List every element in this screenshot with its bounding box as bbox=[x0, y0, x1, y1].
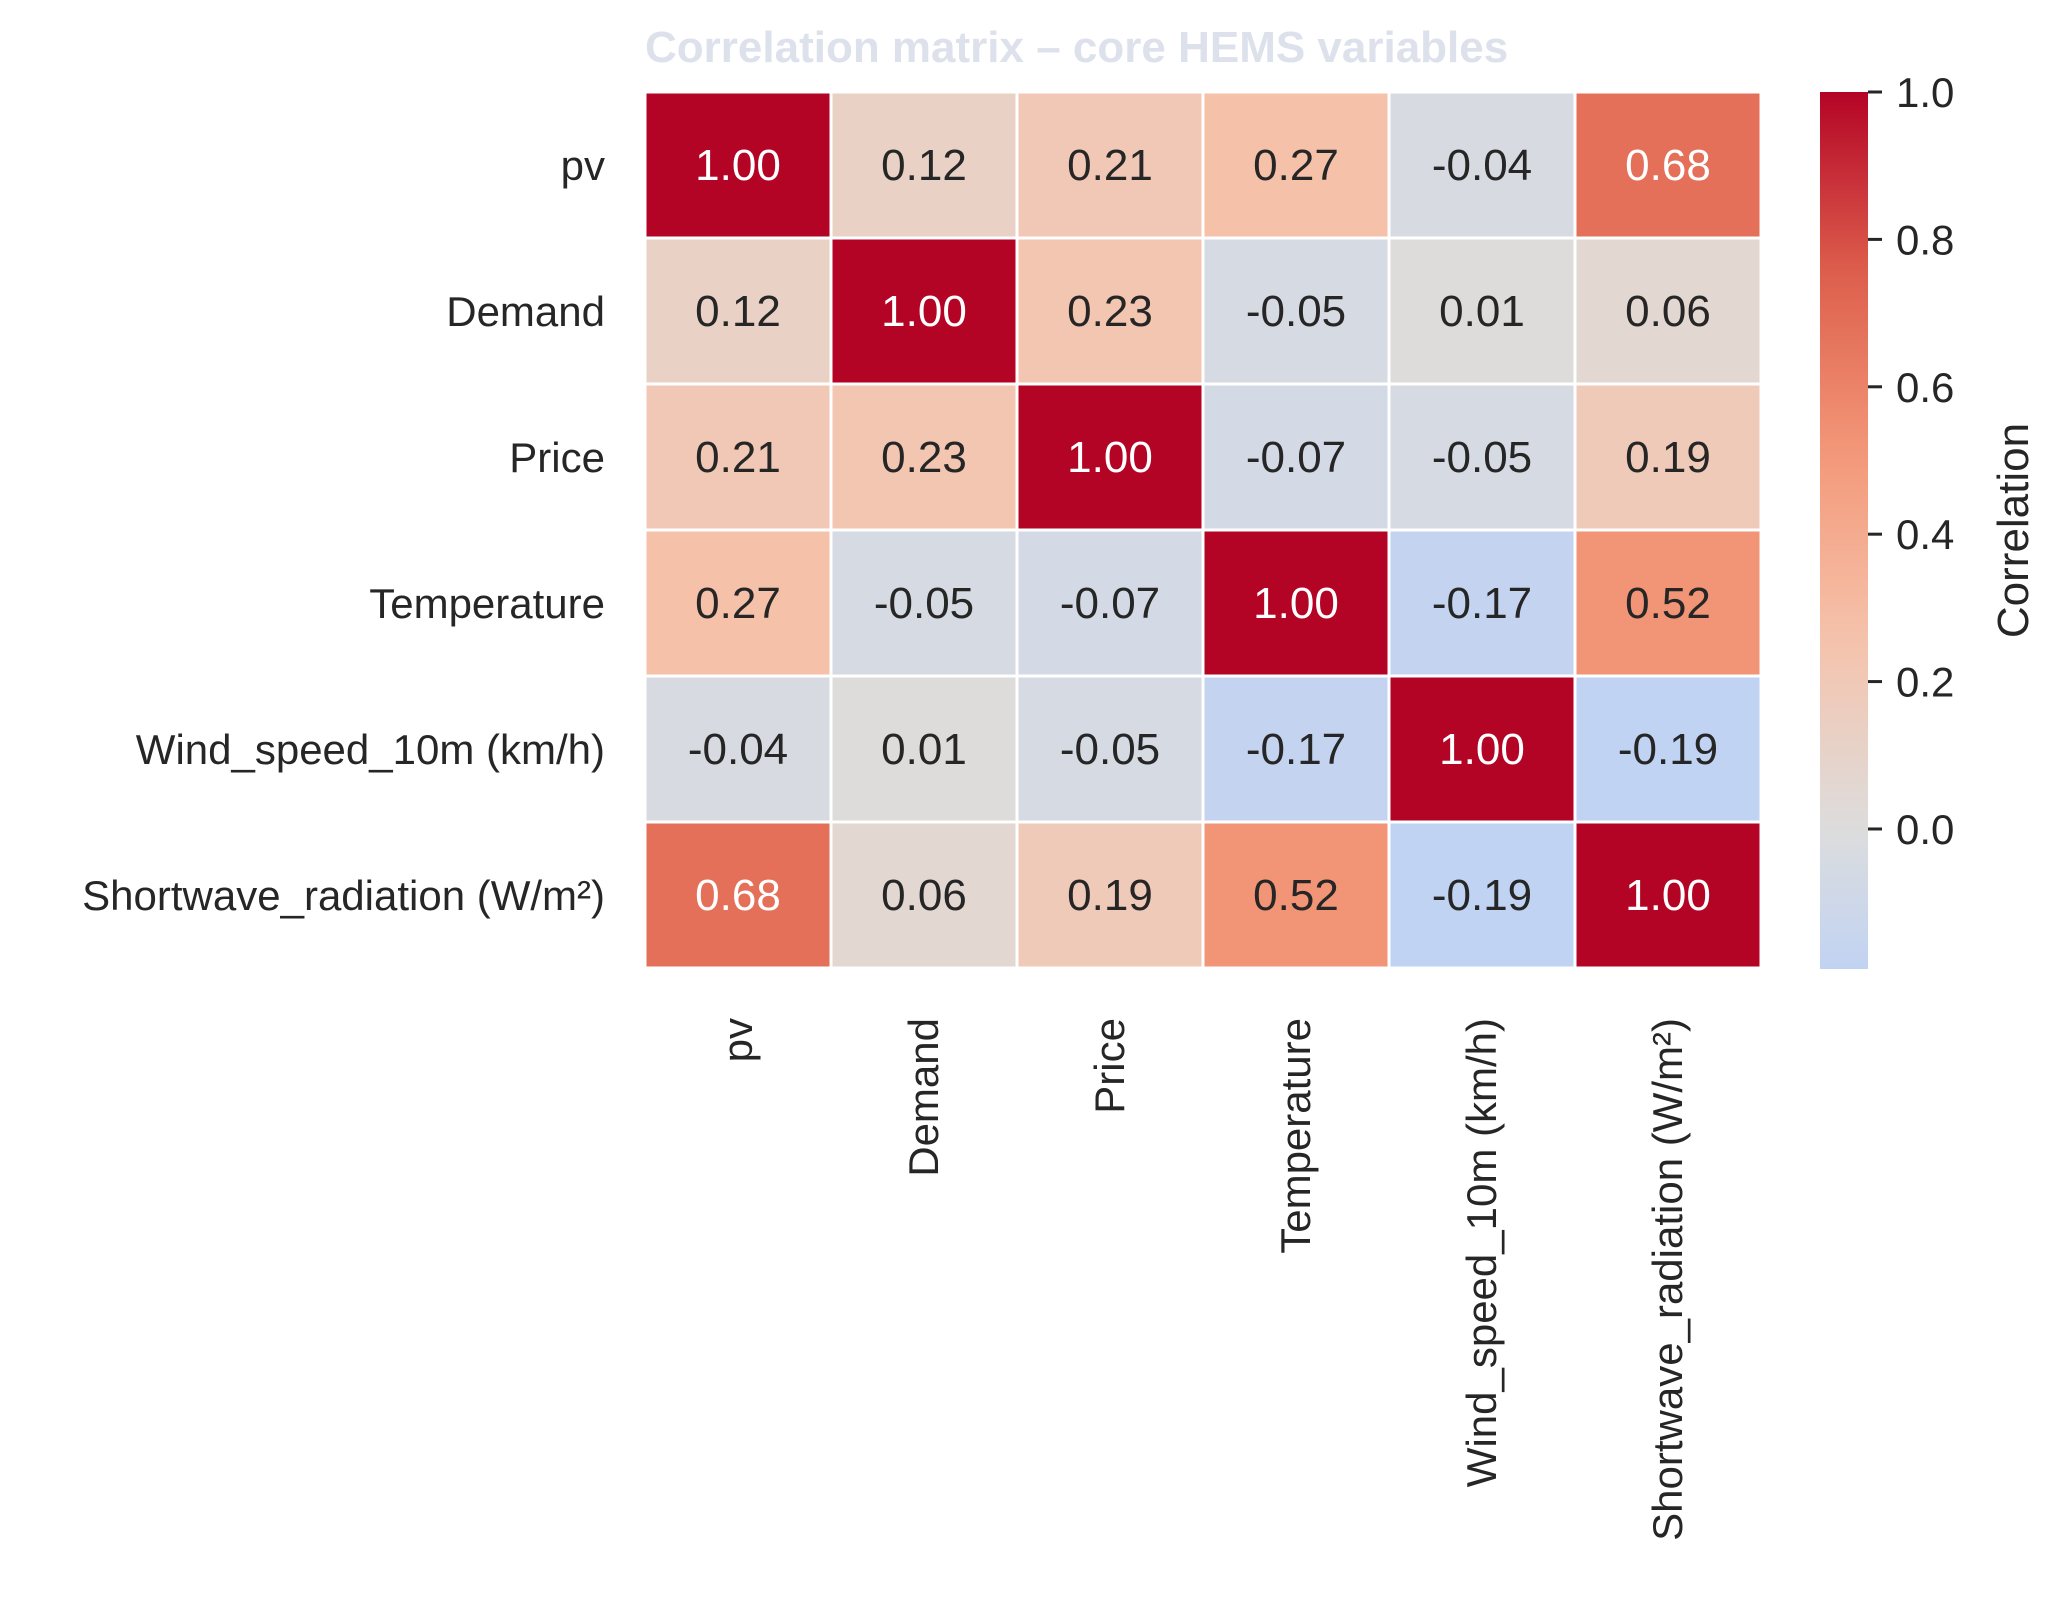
heatmap-cell bbox=[829, 90, 1019, 240]
column-tick-labels: pv Demand Price Temperature Wind_speed_10m (… bbox=[714, 1018, 1691, 1541]
cell-value-label: -0.04 bbox=[688, 725, 788, 774]
heatmap-cell bbox=[1201, 382, 1391, 532]
colorbar-tick-label: 0.0 bbox=[1896, 806, 1954, 853]
heatmap-cell bbox=[829, 382, 1019, 532]
cell-value-label: 1.00 bbox=[1439, 725, 1525, 774]
cell-value-label: 0.01 bbox=[1439, 287, 1525, 336]
heatmap-cell bbox=[1015, 90, 1205, 240]
cell-value-label: -0.05 bbox=[874, 579, 974, 628]
cell-value-label: 0.21 bbox=[1067, 141, 1153, 190]
colorbar-label: Correlation bbox=[1989, 423, 2038, 638]
heatmap-cell bbox=[829, 528, 1019, 678]
cell-value-label: 0.06 bbox=[881, 871, 967, 920]
cell-value-label: -0.19 bbox=[1432, 871, 1532, 920]
column-tick-label: Price bbox=[1086, 1018, 1133, 1114]
heatmap-cell bbox=[1201, 820, 1391, 970]
colorbar-tick-label: 0.6 bbox=[1896, 364, 1954, 411]
cell-value-label: 0.12 bbox=[881, 141, 967, 190]
heatmap-cell bbox=[1573, 528, 1763, 678]
cell-value-label: 0.68 bbox=[695, 871, 781, 920]
cell-value-label: 0.23 bbox=[1067, 287, 1153, 336]
colorbar-tick-label: 0.4 bbox=[1896, 511, 1954, 558]
heatmap-cell bbox=[1573, 674, 1763, 824]
cell-value-label: 1.00 bbox=[881, 287, 967, 336]
cell-value-label: 0.52 bbox=[1253, 871, 1339, 920]
cell-value-label: -0.19 bbox=[1618, 725, 1718, 774]
cell-value-label: 1.00 bbox=[1625, 871, 1711, 920]
heatmap-cell bbox=[1201, 674, 1391, 824]
cell-value-label: 0.19 bbox=[1067, 871, 1153, 920]
cell-value-label: 0.01 bbox=[881, 725, 967, 774]
cell-value-label: 1.00 bbox=[1253, 579, 1339, 628]
column-tick-label: Shortwave_radiation (W/m²) bbox=[1644, 1018, 1691, 1541]
heatmap-cell bbox=[643, 820, 833, 970]
cell-value-label: 0.68 bbox=[1625, 141, 1711, 190]
chart-title: Correlation matrix – core HEMS variables bbox=[645, 23, 1508, 72]
heatmap-cell bbox=[643, 674, 833, 824]
cell-value-label: -0.05 bbox=[1060, 725, 1160, 774]
heatmap-cells: 1.00 0.12 0.21 0.27 -0.04 0.68 0.12 1.00 0.23 -0.… bbox=[643, 90, 1763, 970]
row-tick-label: pv bbox=[561, 142, 605, 189]
cell-value-label: 0.23 bbox=[881, 433, 967, 482]
column-tick-label: Temperature bbox=[1272, 1018, 1319, 1254]
heatmap-cell bbox=[1387, 820, 1577, 970]
cell-value-label: -0.05 bbox=[1432, 433, 1532, 482]
heatmap-cell bbox=[1015, 528, 1205, 678]
cell-value-label: -0.07 bbox=[1060, 579, 1160, 628]
cell-value-label: 0.19 bbox=[1625, 433, 1711, 482]
row-tick-label: Demand bbox=[446, 288, 605, 335]
column-tick-label: Wind_speed_10m (km/h) bbox=[1458, 1018, 1505, 1487]
heatmap-cell bbox=[643, 528, 833, 678]
heatmap-cell bbox=[1573, 820, 1763, 970]
heatmap-cell bbox=[1015, 674, 1205, 824]
heatmap-cell bbox=[829, 236, 1019, 386]
cell-value-label: 0.52 bbox=[1625, 579, 1711, 628]
colorbar-ticks: 0.0 0.2 0.4 0.6 0.8 1.0 bbox=[1868, 69, 1954, 853]
heatmap-cell bbox=[1387, 382, 1577, 532]
cell-value-label: 0.21 bbox=[695, 433, 781, 482]
heatmap-cell bbox=[1573, 236, 1763, 386]
colorbar-tick-label: 1.0 bbox=[1896, 69, 1954, 116]
column-tick-label: Demand bbox=[900, 1018, 947, 1177]
row-tick-label: Price bbox=[509, 434, 605, 481]
cell-value-label: -0.17 bbox=[1246, 725, 1346, 774]
row-tick-labels: pv Demand Price Temperature Wind_speed_10m (… bbox=[82, 142, 605, 919]
heatmap-cell bbox=[1201, 236, 1391, 386]
colorbar-tick-label: 0.8 bbox=[1896, 216, 1954, 263]
cell-value-label: 0.12 bbox=[695, 287, 781, 336]
heatmap-cell bbox=[1387, 528, 1577, 678]
cell-value-label: -0.07 bbox=[1246, 433, 1346, 482]
row-tick-label: Temperature bbox=[369, 580, 605, 627]
column-tick-label: pv bbox=[714, 1018, 761, 1062]
cell-value-label: -0.05 bbox=[1246, 287, 1346, 336]
heatmap-cell bbox=[1573, 90, 1763, 240]
row-tick-label: Shortwave_radiation (W/m²) bbox=[82, 872, 605, 919]
cell-value-label: 0.27 bbox=[695, 579, 781, 628]
cell-value-label: 1.00 bbox=[695, 141, 781, 190]
heatmap-cell bbox=[1201, 528, 1391, 678]
colorbar bbox=[1820, 92, 1868, 969]
heatmap-cell bbox=[643, 90, 833, 240]
heatmap-cell bbox=[1387, 674, 1577, 824]
heatmap-cell bbox=[1573, 382, 1763, 532]
row-tick-label: Wind_speed_10m (km/h) bbox=[136, 726, 605, 773]
colorbar-tick-label: 0.2 bbox=[1896, 659, 1954, 706]
cell-value-label: -0.17 bbox=[1432, 579, 1532, 628]
cell-value-label: -0.04 bbox=[1432, 141, 1532, 190]
cell-value-label: 0.06 bbox=[1625, 287, 1711, 336]
cell-value-label: 1.00 bbox=[1067, 433, 1153, 482]
cell-value-label: 0.27 bbox=[1253, 141, 1339, 190]
